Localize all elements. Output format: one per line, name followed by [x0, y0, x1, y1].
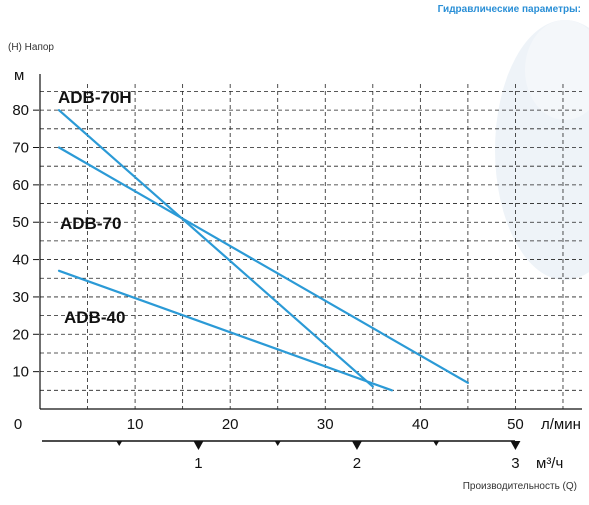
- chart-series: [57, 109, 469, 392]
- x-tick-label: 50: [507, 416, 524, 433]
- y-tick-label: 30: [12, 289, 29, 306]
- x-tick-label: 10: [127, 416, 144, 433]
- secondary-axis-tick: [433, 441, 440, 446]
- y-unit-label: м: [14, 67, 24, 84]
- y-tick-label: 80: [12, 102, 29, 119]
- y-tick-label: 10: [12, 364, 29, 381]
- series-label: ADB-70: [60, 214, 121, 233]
- y-axis-label: (H) Напор: [8, 42, 54, 53]
- x-tick-label: 20: [222, 416, 239, 433]
- x-tick-label: 40: [412, 416, 429, 433]
- chart-axes: [33, 74, 582, 450]
- chart-labels: 10 20 30 40 50 60 70 80 м 0 10 20 30 40 50 л/мин 1 2 3 м³/ч…: [12, 67, 581, 472]
- secondary-axis-tick: [351, 441, 362, 450]
- series-label: ADB-70H: [58, 88, 132, 107]
- series-line: [57, 269, 393, 392]
- y-tick-label: 40: [12, 252, 29, 269]
- y-tick-label: 60: [12, 177, 29, 194]
- series-line: [57, 146, 469, 384]
- x-tick-label: 0: [14, 416, 22, 433]
- x-axis-label: Производительность (Q): [462, 481, 577, 492]
- y-tick-label: 70: [12, 140, 29, 157]
- y-tick-label: 50: [12, 214, 29, 231]
- secondary-axis-tick: [274, 441, 281, 446]
- series-label: ADB-40: [64, 308, 125, 327]
- x2-tick-label: 2: [353, 455, 361, 472]
- x2-tick-label: 3: [511, 455, 519, 472]
- secondary-axis-tick: [510, 441, 521, 450]
- x2-tick-label: 1: [194, 455, 202, 472]
- secondary-axis-tick: [193, 441, 204, 450]
- x-tick-label: 30: [317, 416, 334, 433]
- x2-unit-label: м³/ч: [536, 455, 563, 472]
- section-heading: Гидравлические параметры:: [437, 4, 581, 15]
- y-tick-label: 20: [12, 326, 29, 343]
- secondary-axis-tick: [116, 441, 123, 446]
- series-line: [57, 109, 374, 388]
- x-unit-label: л/мин: [541, 416, 581, 433]
